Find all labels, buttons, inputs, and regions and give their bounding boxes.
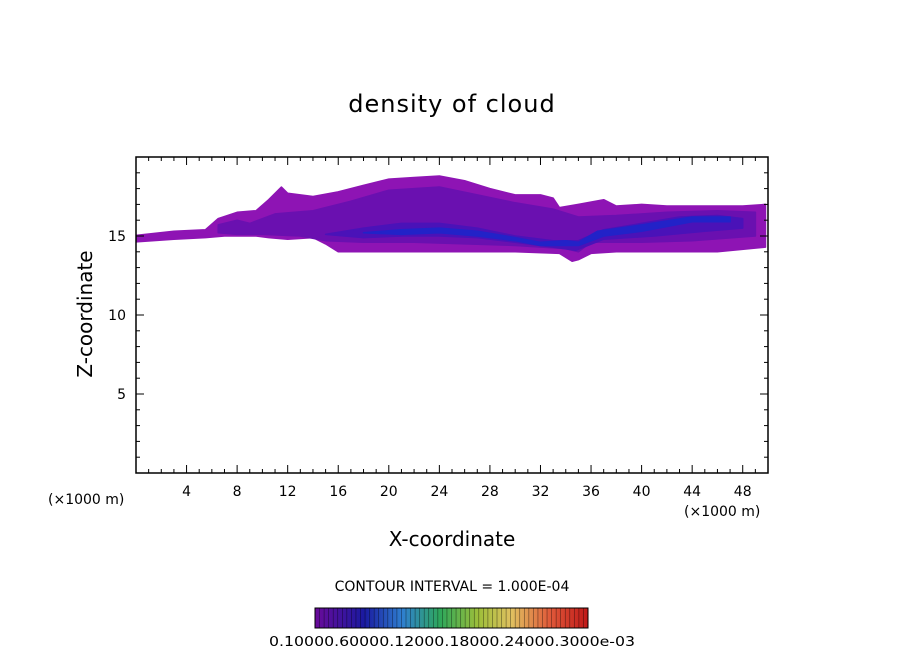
contour-region-inner bbox=[324, 214, 744, 251]
y-tick-label: 15 bbox=[108, 229, 126, 245]
x-tick-label: 12 bbox=[279, 484, 297, 500]
x-tick-label: 28 bbox=[481, 484, 499, 500]
x-axis-label: X-coordinate bbox=[389, 527, 516, 551]
x-tick-label: 32 bbox=[532, 484, 550, 500]
y-axis-ticks: 5 10 15 bbox=[108, 172, 768, 458]
contour-regions bbox=[136, 175, 767, 263]
y-axis-label: Z-coordinate bbox=[73, 250, 97, 377]
x-tick-label: 44 bbox=[683, 484, 701, 500]
x-tick-label: 16 bbox=[329, 484, 347, 500]
x-unit-left: (×1000 m) bbox=[48, 492, 124, 508]
y-tick-label: 5 bbox=[117, 387, 126, 403]
x-unit-right: (×1000 m) bbox=[684, 504, 760, 520]
contour-interval-label: CONTOUR INTERVAL = 1.000E-04 bbox=[335, 579, 570, 595]
x-tick-label: 24 bbox=[430, 484, 448, 500]
colorbar-labels: 0.10000.60000.12000.18000.24000.3000e-03 bbox=[269, 635, 635, 650]
x-tick-label: 48 bbox=[734, 484, 752, 500]
y-tick-label: 10 bbox=[108, 308, 126, 324]
colorbar-ticks bbox=[319, 608, 584, 628]
contour-region-core bbox=[362, 216, 731, 247]
x-tick-label: 36 bbox=[582, 484, 600, 500]
x-tick-label: 40 bbox=[633, 484, 651, 500]
x-axis-ticks: 4 8 12 16 20 24 28 32 36 40 44 48 bbox=[148, 157, 756, 500]
x-tick-label: 8 bbox=[233, 484, 242, 500]
x-tick-label: 20 bbox=[380, 484, 398, 500]
chart-title: density of cloud bbox=[348, 90, 555, 118]
x-tick-label: 4 bbox=[182, 484, 191, 500]
